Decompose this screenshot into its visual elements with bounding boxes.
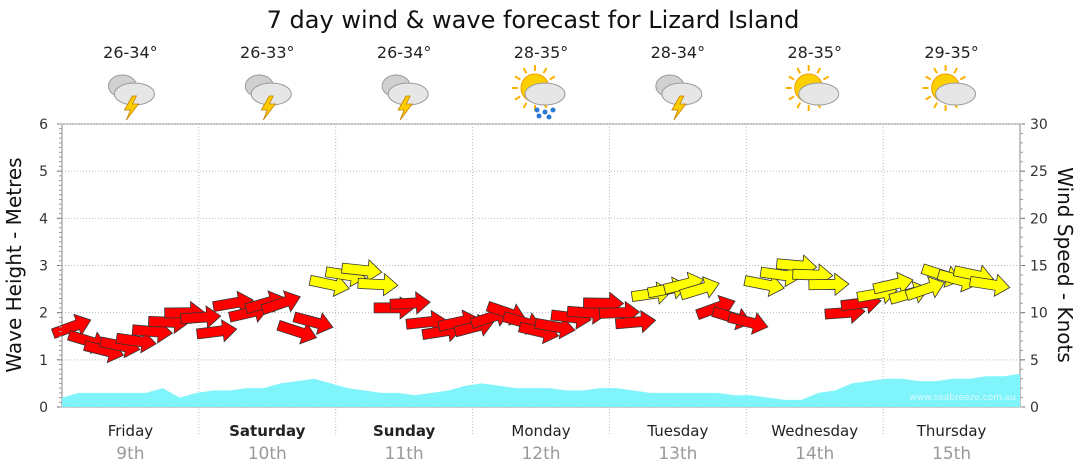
wind-arrow (679, 276, 720, 301)
wind-arrow (50, 313, 92, 339)
day-name-label: Wednesday (771, 422, 858, 440)
sun-rain-icon (512, 65, 566, 120)
left-tick-label: 6 (39, 117, 48, 133)
left-tick-label: 2 (39, 306, 48, 322)
day-name-label: Saturday (229, 422, 306, 440)
temperature-range: 28-35° (514, 43, 569, 62)
temperature-range: 29-35° (924, 43, 979, 62)
temperature-range: 26-34° (103, 43, 158, 62)
day-date-label: 11th (385, 444, 424, 464)
wind-arrow (308, 273, 350, 298)
right-tick-label: 5 (1030, 353, 1039, 369)
temperature-range: 28-35° (787, 43, 842, 62)
wind-arrow (276, 320, 318, 345)
wind-arrow (389, 291, 431, 315)
day-date-label: 14th (795, 444, 834, 464)
weather-forecast-row: 26-34° 26-33° 26-34° 28-35° 28-34° 28-35° 29-3… (103, 43, 979, 121)
day-date-label: 9th (116, 444, 144, 464)
wind-arrow (357, 272, 399, 297)
wind-arrow (292, 311, 334, 335)
gridlines (62, 123, 1020, 435)
left-tick-label: 0 (39, 400, 48, 416)
right-axis-label: Wind Speed - Knots (1053, 167, 1077, 363)
left-tick-label: 5 (39, 164, 48, 180)
wind-arrow (727, 311, 769, 335)
thunderstorm-icon (381, 74, 429, 121)
wave-area (62, 374, 1020, 407)
thunderstorm-icon (107, 74, 155, 121)
right-tick-label: 30 (1030, 117, 1048, 133)
wind-arrow (872, 271, 914, 295)
day-name-label: Thursday (916, 422, 987, 440)
wave-height-area (62, 374, 1020, 407)
left-axis-label: Wave Height - Metres (2, 157, 26, 372)
thunderstorm-icon (244, 74, 292, 121)
left-tick-label: 3 (39, 259, 48, 275)
left-tick-label: 1 (39, 353, 48, 369)
wind-arrow (180, 305, 222, 329)
wind-arrows (50, 254, 1011, 364)
day-date-label: 12th (521, 444, 560, 464)
wind-arrow (341, 259, 383, 283)
day-labels: Friday 9th Saturday 10th Sunday 11th Monday 12t… (108, 422, 987, 464)
wind-arrow (260, 290, 301, 315)
plot-area (61, 123, 1021, 408)
day-name-label: Tuesday (646, 422, 708, 440)
day-date-label: 13th (658, 444, 697, 464)
wind-arrow (195, 319, 238, 343)
wind-arrow (808, 272, 850, 297)
day-date-label: 15th (932, 444, 971, 464)
wind-arrow (534, 316, 576, 340)
sun-cloud-icon (785, 65, 840, 111)
thunderstorm-icon (655, 74, 703, 121)
wind-arrow (969, 273, 1011, 297)
wind-arrow (904, 276, 946, 301)
day-name-label: Monday (511, 422, 570, 440)
day-name-label: Friday (108, 422, 154, 440)
wind-arrow (614, 309, 657, 334)
day-date-label: 10th (248, 444, 287, 464)
right-tick-label: 15 (1030, 259, 1048, 275)
day-name-label: Sunday (373, 422, 436, 440)
axes: 0 1 2 3 4 5 6 0 5 10 15 20 25 30 (39, 117, 1048, 416)
chart-title: 7 day wind & wave forecast for Lizard Is… (267, 6, 800, 34)
temperature-range: 26-34° (377, 43, 432, 62)
temperature-range: 26-33° (240, 43, 295, 62)
right-tick-label: 20 (1030, 211, 1048, 227)
sun-cloud-icon (922, 65, 977, 111)
right-tick-label: 10 (1030, 306, 1048, 322)
right-tick-label: 25 (1030, 164, 1048, 180)
wind-arrow (743, 273, 785, 298)
credit-text: www.seabreeze.com.au (909, 393, 1016, 403)
right-tick-label: 0 (1030, 400, 1039, 416)
temperature-range: 28-34° (651, 43, 706, 62)
left-tick-label: 4 (39, 211, 48, 227)
